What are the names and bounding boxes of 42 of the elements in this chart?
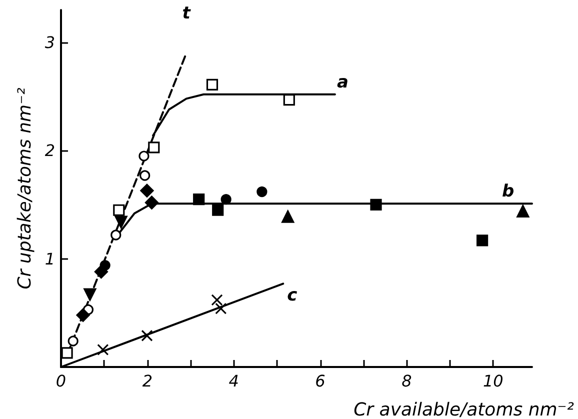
point	[140, 184, 154, 198]
x-tick-label: 6	[315, 372, 326, 390]
point	[476, 234, 488, 246]
series-label: b	[502, 182, 514, 202]
point	[282, 210, 294, 223]
point	[84, 288, 96, 301]
point	[76, 308, 90, 322]
point	[370, 198, 382, 211]
point	[61, 347, 73, 359]
series-label: t	[182, 3, 192, 24]
point	[110, 230, 122, 240]
x-tick-label: 8	[402, 372, 412, 390]
y-tick-label: 1	[44, 249, 55, 268]
point	[113, 204, 125, 216]
point	[141, 330, 153, 342]
x-tick-label: 10	[482, 372, 504, 390]
point	[140, 170, 150, 181]
point	[68, 336, 78, 346]
point	[97, 344, 109, 356]
point	[144, 196, 159, 210]
x-tick-label: 0	[56, 372, 66, 390]
point	[100, 260, 110, 271]
point	[148, 142, 160, 154]
y-axis-title: Cr uptake/atoms nm⁻²	[14, 88, 36, 290]
point	[256, 186, 268, 198]
point	[114, 216, 128, 228]
point	[193, 194, 205, 206]
point	[206, 78, 218, 90]
x-axis-title: Cr available/atoms nm⁻²	[354, 400, 574, 419]
series-label: c	[287, 286, 298, 306]
x-tick-label: 4	[228, 372, 239, 390]
point	[516, 204, 530, 218]
x-tick-label: 2	[142, 372, 153, 390]
point	[212, 204, 224, 216]
point	[220, 194, 232, 205]
point	[283, 94, 295, 106]
point	[211, 294, 223, 306]
point	[138, 150, 150, 162]
y-tick-label: 3	[44, 32, 55, 52]
y-tick-label: 2	[44, 141, 55, 160]
series-label: a	[336, 72, 348, 92]
point	[215, 302, 227, 314]
